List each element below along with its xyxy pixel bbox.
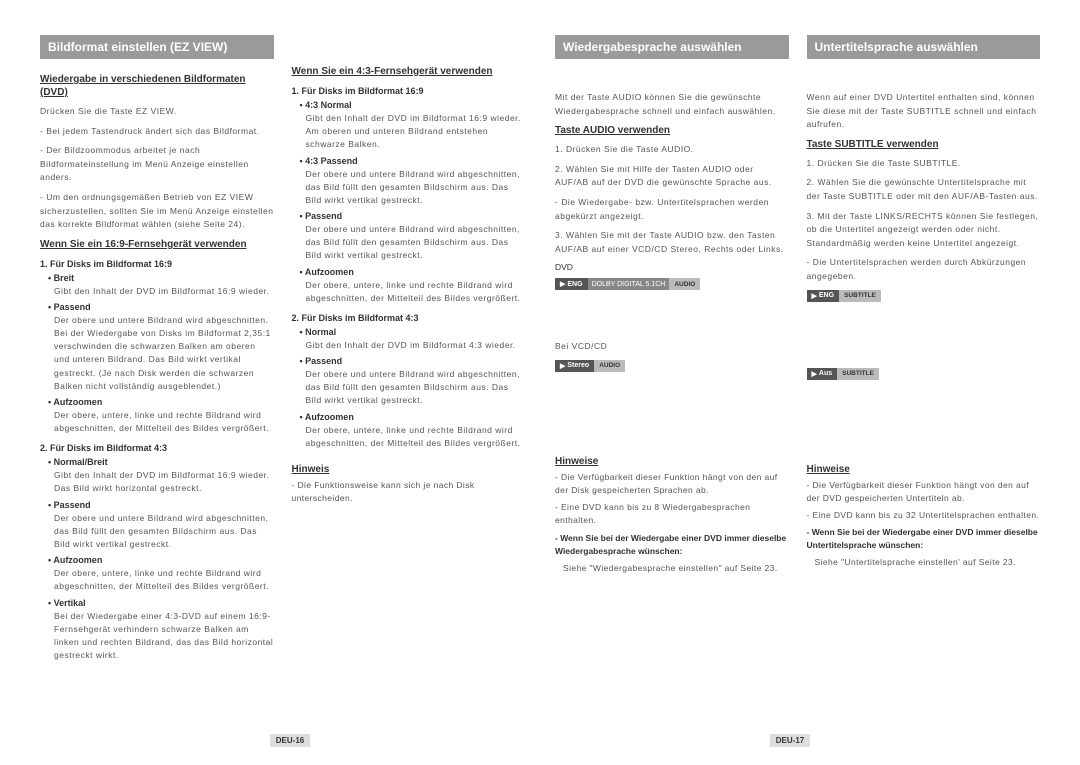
bullet-text: Bei der Wiedergabe einer 4:3-DVD auf ein… (54, 610, 274, 663)
bullet: • Passend (300, 356, 526, 366)
note: - Eine DVD kann bis zu 32 Untertitelspra… (807, 509, 1041, 522)
step: 3. Mit der Taste LINKS/RECHTS können Sie… (807, 210, 1041, 251)
section-header-subtitle: Untertitelsprache auswählen (807, 35, 1041, 59)
bullet-text: Der obere und untere Bildrand wird abges… (54, 512, 274, 552)
bullet: • Breit (48, 273, 274, 283)
label: Bei VCD/CD (555, 340, 789, 354)
bullet: • 4:3 Normal (300, 100, 526, 110)
bullet: • Aufzoomen (300, 412, 526, 422)
right-col-a: Mit der Taste AUDIO können Sie die gewün… (555, 91, 789, 666)
note-bold: - Wenn Sie bei der Wiedergabe einer DVD … (807, 526, 1041, 552)
osd-codec: DOLBY DIGITAL 5.1CH (588, 278, 670, 290)
bullet-text: Der obere, untere, linke und rechte Bild… (306, 279, 526, 305)
bullet-text: Der obere und untere Bildrand wird abges… (306, 368, 526, 408)
bullet-text: Der obere, untere, linke und rechte Bild… (306, 424, 526, 450)
osd-badge-sub-off: AusSUBTITLE (807, 368, 1041, 380)
bullet: • Normal (300, 327, 526, 337)
osd-lang: ENG (555, 278, 588, 290)
note: - Die Verfügbarkeit dieser Funktion häng… (555, 471, 789, 497)
label: DVD (555, 262, 789, 272)
osd-type: AUDIO (669, 278, 700, 290)
osd-lang: ENG (807, 290, 840, 302)
note-bold: - Wenn Sie bei der Wiedergabe einer DVD … (555, 532, 789, 558)
bullet-text: Der obere und untere Bildrand wird abges… (306, 223, 526, 263)
step: - Die Wiedergabe- bzw. Untertitelsprache… (555, 196, 789, 223)
note: - Eine DVD kann bis zu 8 Wiedergabesprac… (555, 501, 789, 527)
right-page: Wiedergabesprache auswählen Untertitelsp… (555, 35, 1040, 666)
para: Wenn auf einer DVD Untertitel enthalten … (807, 91, 1041, 132)
note: - Die Verfügbarkeit dieser Funktion häng… (807, 479, 1041, 505)
hinweis-header: Hinweise (555, 456, 789, 467)
bullet-text: Gibt den Inhalt der DVD im Bildformat 4:… (306, 339, 526, 352)
note: Siehe "Wiedergabesprache einstellen" auf… (563, 562, 789, 575)
bullet: • Aufzoomen (300, 267, 526, 277)
subheader: Taste AUDIO verwenden (555, 124, 789, 137)
bullet: • Aufzoomen (48, 397, 274, 407)
osd-type: SUBTITLE (839, 290, 881, 302)
osd-badge-sub-on: ENGSUBTITLE (807, 290, 1041, 302)
page-number-right: DEU-17 (770, 734, 810, 747)
para: - Der Bildzoommodus arbeitet je nach Bil… (40, 144, 274, 185)
para: - Bei jedem Tastendruck ändert sich das … (40, 125, 274, 139)
bullet-text: Gibt den Inhalt der DVD im Bildformat 16… (54, 285, 274, 298)
left-col-b: Wenn Sie ein 4:3-Fernsehgerät verwenden … (292, 35, 526, 666)
para: - Um den ordnungsgemäßen Betrieb von EZ … (40, 191, 274, 232)
osd-badge-dvd: ENGDOLBY DIGITAL 5.1CHAUDIO (555, 278, 789, 290)
step: - Die Untertitelsprachen werden durch Ab… (807, 256, 1041, 283)
section-header-ezview: Bildformat einstellen (EZ VIEW) (40, 35, 274, 59)
subheader: Taste SUBTITLE verwenden (807, 138, 1041, 151)
bullet: • Passend (48, 302, 274, 312)
right-headers: Wiedergabesprache auswählen Untertitelsp… (555, 35, 1040, 59)
osd-type: SUBTITLE (837, 368, 879, 380)
left-page: Bildformat einstellen (EZ VIEW) Wiederga… (40, 35, 525, 666)
bullet-text: Gibt den Inhalt der DVD im Bildformat 16… (54, 469, 274, 495)
osd-mode: Stereo (555, 360, 594, 372)
bullet-text: Der obere, untere, linke und rechte Bild… (54, 567, 274, 593)
bullet: • Aufzoomen (48, 555, 274, 565)
note: - Die Funktionsweise kann sich je nach D… (292, 479, 526, 505)
osd-badge-vcd: StereoAUDIO (555, 360, 789, 372)
subheader: Wenn Sie ein 16:9-Fernsehgerät verwenden (40, 238, 274, 251)
hinweis-header: Hinweis (292, 464, 526, 475)
bullet-text: Der obere und untere Bildrand wird abges… (306, 168, 526, 208)
note: Siehe "Untertitelsprache einstellen' auf… (815, 556, 1041, 569)
manual-spread: Bildformat einstellen (EZ VIEW) Wiederga… (40, 35, 1040, 666)
num-item: 1. Für Disks im Bildformat 16:9 (292, 86, 526, 96)
bullet: • Passend (300, 211, 526, 221)
step: 2. Wählen Sie die gewünschte Untertitels… (807, 176, 1041, 203)
bullet: • Normal/Breit (48, 457, 274, 467)
step: 1. Drücken Sie die Taste SUBTITLE. (807, 157, 1041, 171)
num-item: 2. Für Disks im Bildformat 4:3 (40, 443, 274, 453)
num-item: 1. Für Disks im Bildformat 16:9 (40, 259, 274, 269)
bullet-text: Der obere und untere Bildrand wird abges… (54, 314, 274, 393)
para: Mit der Taste AUDIO können Sie die gewün… (555, 91, 789, 118)
subheader: Wenn Sie ein 4:3-Fernsehgerät verwenden (292, 65, 526, 78)
hinweis-header: Hinweise (807, 464, 1041, 475)
num-item: 2. Für Disks im Bildformat 4:3 (292, 313, 526, 323)
osd-mode: Aus (807, 368, 838, 380)
step: 1. Drücken Sie die Taste AUDIO. (555, 143, 789, 157)
subheader: Wiedergabe in verschiedenen Bildformaten… (40, 73, 274, 99)
bullet-text: Gibt den Inhalt der DVD im Bildformat 16… (306, 112, 526, 152)
footer: DEU-16 DEU-17 (40, 734, 1040, 747)
left-col-a: Bildformat einstellen (EZ VIEW) Wiederga… (40, 35, 274, 666)
step: 2. Wählen Sie mit Hilfe der Tasten AUDIO… (555, 163, 789, 190)
bullet-text: Der obere, untere, linke und rechte Bild… (54, 409, 274, 435)
right-col-b: Wenn auf einer DVD Untertitel enthalten … (807, 91, 1041, 666)
osd-type: AUDIO (594, 360, 625, 372)
para: Drücken Sie die Taste EZ VIEW. (40, 105, 274, 119)
step: 3. Wählen Sie mit der Taste AUDIO bzw. d… (555, 229, 789, 256)
page-number-left: DEU-16 (270, 734, 310, 747)
section-header-audio: Wiedergabesprache auswählen (555, 35, 789, 59)
bullet: • Passend (48, 500, 274, 510)
bullet: • Vertikal (48, 598, 274, 608)
bullet: • 4:3 Passend (300, 156, 526, 166)
